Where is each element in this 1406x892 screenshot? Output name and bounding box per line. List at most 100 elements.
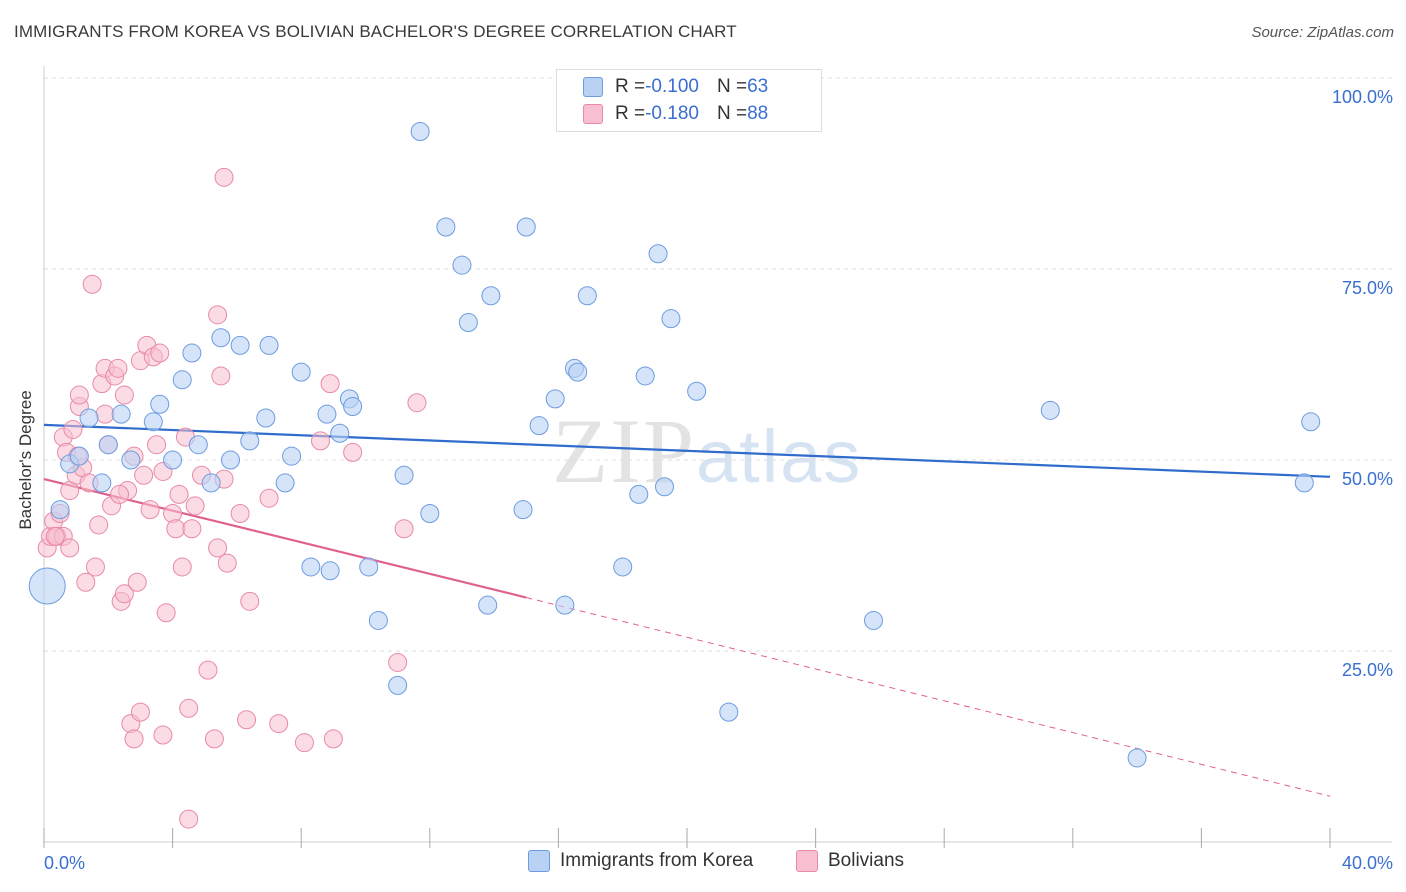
korea-point [330, 423, 350, 443]
bolivia-point [82, 274, 102, 294]
bolivia-point [140, 500, 160, 520]
bolivia-point [198, 660, 218, 680]
korea-point [394, 465, 414, 485]
legend-r-label: R = [615, 76, 646, 97]
korea-point [98, 435, 118, 455]
bolivia-point [108, 358, 128, 378]
korea-point [687, 381, 707, 401]
legend-r-value: -0.180 [645, 103, 699, 124]
korea-point [256, 408, 276, 428]
korea-point [220, 450, 240, 470]
korea-point [863, 610, 883, 630]
y-tick-label: 75.0% [1342, 278, 1393, 298]
bolivia-point [153, 725, 173, 745]
korea-point [481, 286, 501, 306]
korea-point [648, 244, 668, 264]
bolivia-point [166, 519, 186, 539]
korea-point [1294, 473, 1314, 493]
korea-point [282, 446, 302, 466]
bolivia-point [388, 652, 408, 672]
korea-point [275, 473, 295, 493]
y-tick-label: 25.0% [1342, 660, 1393, 680]
bolivia-point [124, 729, 144, 749]
korea-point [513, 500, 533, 520]
korea-point [182, 343, 202, 363]
korea-point [1301, 412, 1321, 432]
bolivia-point [179, 809, 199, 829]
legend-n-value: 63 [747, 76, 769, 97]
bolivia-point [240, 591, 260, 611]
bolivia-point [211, 366, 231, 386]
bolivia-point [89, 515, 109, 535]
bolivia-point [134, 465, 154, 485]
bolivia-points [37, 167, 427, 829]
series-legend: Immigrants from Korea Bolivians [0, 850, 1406, 878]
trend-lines [43, 423, 1331, 797]
korea-point [654, 477, 674, 497]
korea-point [516, 217, 536, 237]
bolivia-swatch [796, 850, 818, 872]
korea-point [452, 255, 472, 275]
legend-korea-label: Immigrants from Korea [560, 850, 754, 871]
korea-point [629, 484, 649, 504]
korea-point [320, 561, 340, 581]
bolivia-point [204, 729, 224, 749]
legend-item-korea[interactable]: Immigrants from Korea [528, 850, 753, 872]
bolivia-point [114, 584, 134, 604]
korea-point [211, 328, 231, 348]
y-tick-label: 50.0% [1342, 469, 1393, 489]
korea-point [529, 416, 549, 436]
korea-point [1127, 748, 1147, 768]
bolivia-point [45, 526, 65, 546]
korea-point [201, 473, 221, 493]
bolivia-point [269, 714, 289, 734]
korea-point [240, 431, 260, 451]
bolivia-point [217, 553, 237, 573]
bolivia-point [95, 404, 115, 424]
bolivia-point [150, 343, 170, 363]
bolivia-point [343, 442, 363, 462]
korea-point [719, 702, 739, 722]
legend-n-label: N = [716, 103, 748, 124]
bolivia-point [130, 702, 150, 722]
bolivia-trend-extension [526, 597, 1331, 797]
legend-row-korea: R = -0.100 N = 63 [583, 74, 768, 100]
bolivia-point [85, 557, 105, 577]
bolivia-point [394, 519, 414, 539]
bolivia-point [127, 572, 147, 592]
correlation-legend: R = -0.100 N = 63 R = -0.180 N = 88 [556, 69, 822, 132]
bolivia-point [214, 167, 234, 187]
korea-point [613, 557, 633, 577]
korea-swatch [583, 77, 603, 97]
bolivia-point [182, 519, 202, 539]
korea-point [661, 309, 681, 329]
korea-point [317, 404, 337, 424]
legend-r-value: -0.100 [645, 76, 699, 97]
korea-point [143, 412, 163, 432]
korea-point [343, 397, 363, 417]
bolivia-point [185, 496, 205, 516]
korea-point [291, 362, 311, 382]
korea-point [92, 473, 112, 493]
bolivia-point [407, 393, 427, 413]
bolivia-swatch [583, 104, 603, 124]
y-axis-label: Bachelor's Degree [16, 390, 35, 530]
tick-labels: 100.0% 75.0% 50.0% 25.0% 0.0% 40.0% [44, 87, 1393, 873]
korea-point [545, 389, 565, 409]
korea-point [111, 404, 131, 424]
korea-point [420, 503, 440, 523]
korea-point [410, 121, 430, 141]
bolivia-point [110, 484, 130, 504]
bolivia-point [310, 431, 330, 451]
legend-item-bolivia[interactable]: Bolivians [796, 850, 904, 872]
chart-title: IMMIGRANTS FROM KOREA VS BOLIVIAN BACHEL… [14, 22, 737, 41]
axes [43, 66, 1392, 848]
bolivia-point [237, 710, 257, 730]
bolivia-point [230, 503, 250, 523]
bolivia-point [320, 374, 340, 394]
legend-n-label: N = [716, 76, 748, 97]
legend-r-label: R = [615, 103, 646, 124]
bolivia-point [156, 603, 176, 623]
korea-point [79, 408, 99, 428]
